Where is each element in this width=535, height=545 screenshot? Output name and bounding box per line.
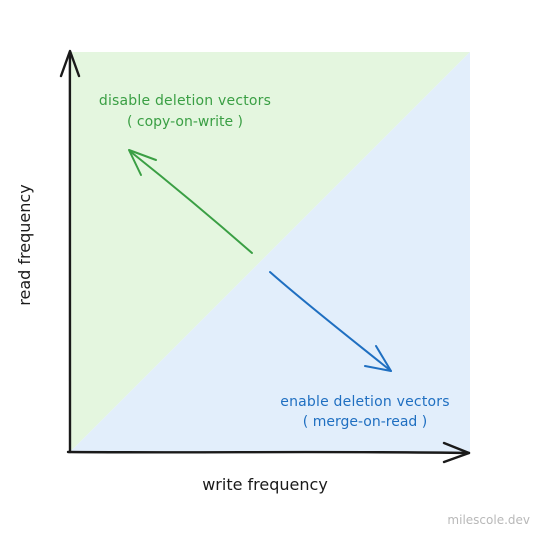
merge-on-read-title: enable deletion vectors xyxy=(268,395,462,409)
x-axis xyxy=(68,452,469,453)
watermark: milescole.dev xyxy=(425,514,530,526)
copy-on-write-subtitle: ( copy-on-write ) xyxy=(88,115,282,129)
copy-on-write-title: disable deletion vectors xyxy=(88,94,282,108)
x-axis-label: write frequency xyxy=(180,477,350,493)
y-axis-label: read frequency xyxy=(17,180,33,310)
merge-on-read-subtitle: ( merge-on-read ) xyxy=(268,415,462,429)
